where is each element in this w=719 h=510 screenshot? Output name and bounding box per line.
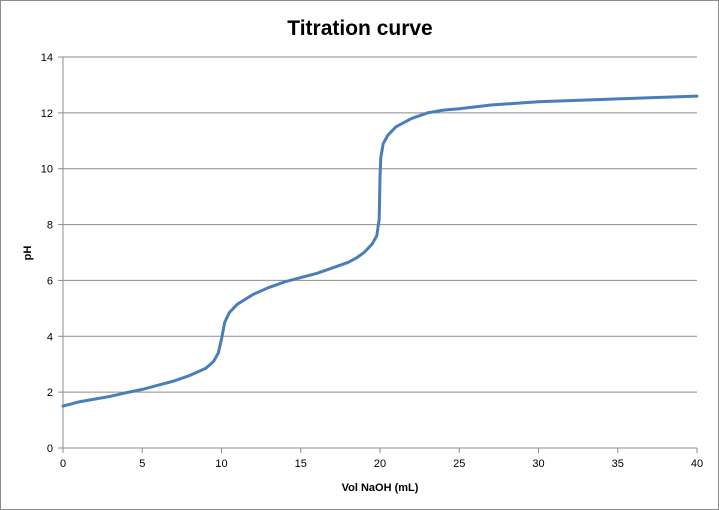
x-tick-label-25: 25	[453, 458, 465, 470]
y-tick-label-6: 6	[47, 275, 53, 287]
x-tick-label-35: 35	[612, 458, 624, 470]
x-tick-label-0: 0	[60, 458, 66, 470]
axes	[58, 56, 698, 453]
x-tick-label-5: 5	[139, 458, 145, 470]
y-tick-label-10: 10	[41, 164, 53, 176]
y-axis-label: pH	[22, 246, 34, 261]
x-tick-label-10: 10	[215, 458, 227, 470]
x-tick-label-30: 30	[532, 458, 544, 470]
chart-title: Titration curve	[287, 17, 432, 40]
series-line-0	[61, 94, 699, 408]
y-tick-label-12: 12	[41, 108, 53, 120]
gridlines	[63, 56, 697, 393]
x-tick-label-20: 20	[374, 458, 386, 470]
x-tick-label-40: 40	[691, 458, 703, 470]
y-tick-label-8: 8	[47, 220, 53, 232]
y-tick-label-0: 0	[47, 443, 53, 455]
tick-labels: 0 2 4 6 8 10 12 14 0 5 10 15 20 25 30 35 40	[41, 52, 703, 470]
y-tick-label-14: 14	[41, 52, 53, 64]
y-tick-label-4: 4	[47, 331, 53, 343]
x-tick-label-15: 15	[295, 458, 307, 470]
series-layer	[61, 94, 699, 408]
y-tick-label-2: 2	[47, 387, 53, 399]
x-axis-label: Vol NaOH (mL)	[342, 482, 419, 494]
